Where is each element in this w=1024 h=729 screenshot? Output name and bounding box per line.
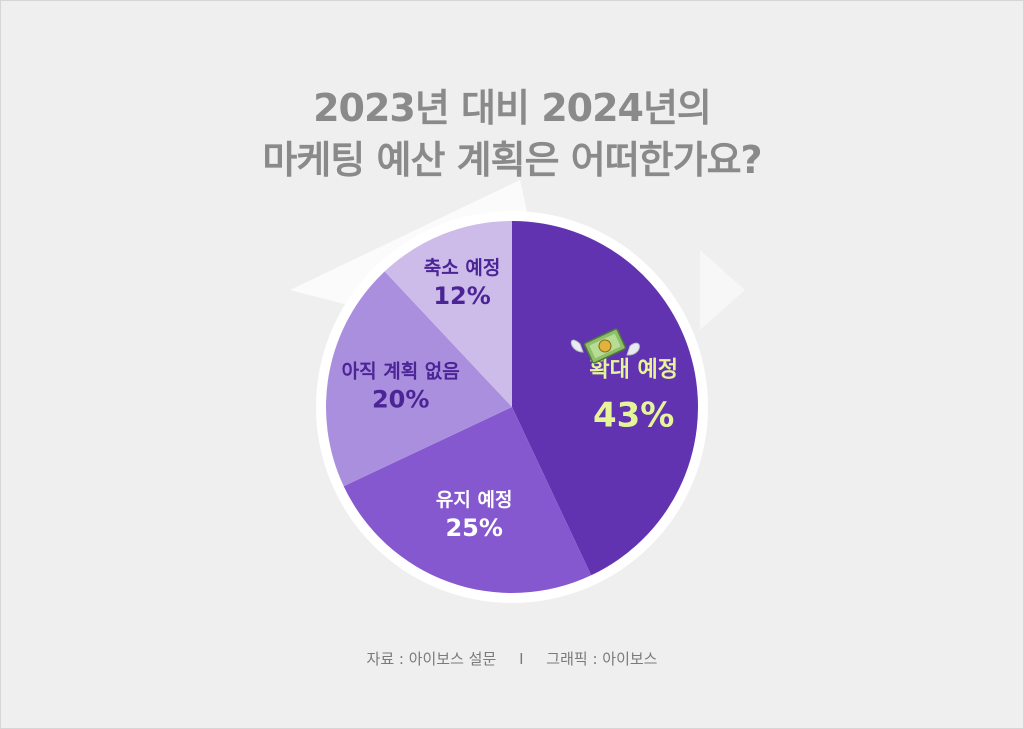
pie-slice: [384, 221, 512, 407]
graphic-credit: 그래픽 : 아이보스: [546, 650, 658, 668]
chart-source: 자료 : 아이보스 설문 I 그래픽 : 아이보스: [0, 648, 1024, 669]
pie-slice: [512, 221, 698, 576]
title-line-2: 마케팅 예산 계획은 어떠한가요?: [262, 138, 762, 182]
slice-value-label: 43%: [593, 395, 674, 435]
slice-label: 아직 계획 없음: [342, 360, 460, 382]
pie-slice: [326, 271, 512, 487]
slice-label: 축소 예정: [424, 257, 501, 279]
source-separator: I: [519, 650, 524, 668]
background-shape-right: [700, 250, 745, 330]
chart-title: 2023년 대비 2024년의 마케팅 예산 계획은 어떠한가요?: [0, 82, 1024, 186]
pie-slice: [343, 407, 592, 593]
slice-value-label: 12%: [433, 282, 490, 310]
pie-slices: [326, 221, 698, 593]
pie-labels: 확대 예정 43% 유지 예정 25% 아직 계획 없음 20% 축소 예정 12%: [342, 257, 678, 542]
title-line-1: 2023년 대비 2024년의: [313, 86, 712, 130]
slice-label: 확대 예정: [589, 357, 678, 382]
slice-label: 유지 예정: [436, 489, 513, 511]
slice-value-label: 25%: [445, 514, 502, 542]
flying-money-icon: [570, 328, 640, 364]
slice-value-label: 20%: [372, 385, 429, 413]
source-text: 자료 : 아이보스 설문: [366, 650, 497, 668]
